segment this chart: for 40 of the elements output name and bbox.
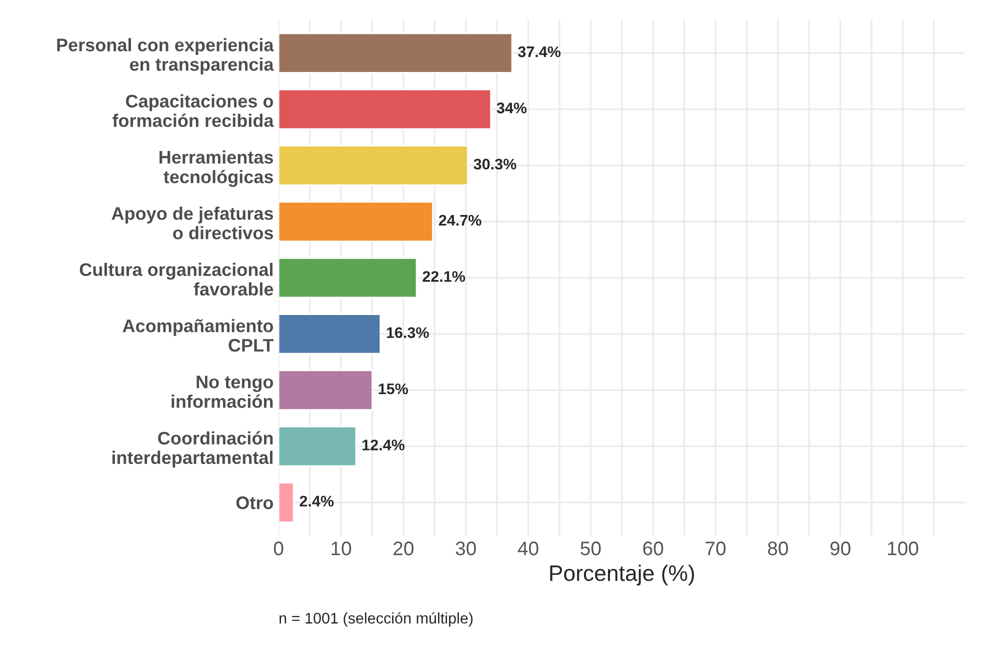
bar (278, 145, 468, 186)
x-tick-label: 90 (830, 542, 850, 556)
data-label: 37.4% (518, 46, 561, 58)
y-tick-label: Otro (236, 496, 274, 510)
bar (278, 426, 357, 467)
bar (278, 314, 382, 354)
y-tick-label: Capacitaciones o formación recibida (112, 94, 274, 128)
data-label: 30.3% (474, 158, 516, 170)
x-axis-title: Porcentaje (%) (550, 564, 694, 586)
bar (278, 482, 294, 523)
x-tick-label: 80 (768, 542, 788, 556)
x-tick-label: 0 (274, 542, 284, 556)
bar (278, 32, 513, 74)
data-label: 34% (496, 102, 527, 114)
text: n = 1001 (selección múltiple) (280, 612, 473, 627)
y-tick-label: No tengo información (172, 376, 274, 408)
data-label: 12.4% (362, 440, 405, 450)
bar (278, 88, 492, 130)
y-tick-label: Coordinación interdepartamental (112, 431, 273, 468)
x-tick-label: 60 (643, 542, 664, 556)
bar (278, 201, 434, 242)
x-tick-label: 40 (518, 542, 538, 556)
x-tick-label: 10 (332, 542, 352, 556)
data-label: 2.4% (300, 496, 334, 507)
y-tick-label: Acompañamiento CPLT (122, 318, 274, 352)
x-tick-label: 70 (706, 542, 726, 556)
x-tick-label: 100 (888, 542, 918, 556)
x-tick-label: 20 (394, 542, 414, 556)
data-label: 22.1% (422, 271, 466, 282)
y-tick-label: Cultura organizacional favorable (80, 262, 274, 296)
x-tick-label: 30 (456, 542, 476, 556)
y-tick-label: Apoyo de jefaturas o directivos (112, 206, 274, 240)
data-label: 15% (378, 383, 408, 394)
bar (278, 370, 373, 410)
bar (278, 257, 418, 298)
data-label: 24.7% (438, 214, 482, 226)
y-tick-label: Personal con experiencia en transparencia (57, 38, 274, 74)
y-tick-label: Herramientas tecnológicas (160, 150, 274, 187)
data-label: 16.3% (386, 327, 429, 338)
x-tick-label: 50 (580, 542, 601, 556)
